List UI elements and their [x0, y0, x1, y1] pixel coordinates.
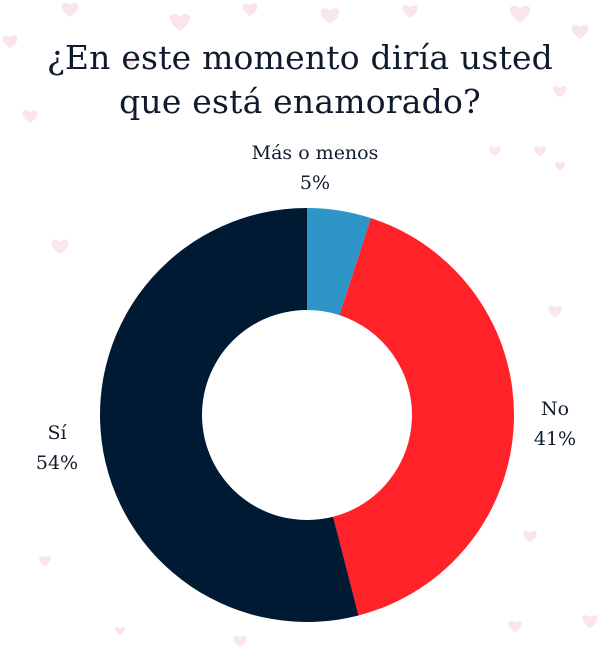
heart-icon	[123, 55, 137, 68]
heart-icon	[2, 35, 18, 49]
title-line-1: ¿En este momento diría usted	[47, 38, 553, 77]
heart-icon	[169, 13, 191, 31]
heart-icon	[554, 161, 566, 171]
label-si-name: Sí	[47, 422, 67, 444]
heart-icon	[320, 8, 340, 24]
heart-icon	[548, 305, 562, 318]
chart-title: ¿En este momento diría usted que está en…	[0, 36, 600, 124]
label-mas-o-menos: Más o menos 5%	[230, 138, 400, 198]
heart-icon	[51, 239, 69, 254]
heart-icon	[242, 3, 258, 17]
label-no-name: No	[540, 398, 570, 420]
heart-icon	[39, 556, 51, 567]
heart-icon	[571, 24, 589, 39]
segment-mas-o-menos	[307, 208, 371, 316]
segment-si	[99, 207, 359, 623]
label-si: Sí 54%	[22, 418, 92, 478]
label-mas-o-menos-name: Más o menos	[251, 142, 379, 164]
heart-icon	[489, 146, 501, 157]
title-line-2: que está enamorado?	[119, 82, 481, 121]
heart-icon	[61, 2, 79, 17]
label-mas-o-menos-value: 5%	[299, 172, 331, 194]
heart-icon	[553, 85, 567, 98]
heart-icon	[508, 620, 522, 633]
segment-no	[333, 218, 514, 616]
heart-icon	[534, 146, 546, 157]
heart-icon	[114, 626, 126, 636]
label-no: No 41%	[520, 394, 590, 454]
heart-icon	[22, 110, 38, 124]
heart-icon	[402, 5, 418, 19]
heart-icon	[509, 5, 531, 23]
label-no-value: 41%	[533, 428, 577, 450]
heart-icon	[233, 635, 247, 647]
label-si-value: 54%	[35, 452, 79, 474]
heart-icon	[523, 530, 537, 543]
heart-icon	[582, 615, 598, 629]
